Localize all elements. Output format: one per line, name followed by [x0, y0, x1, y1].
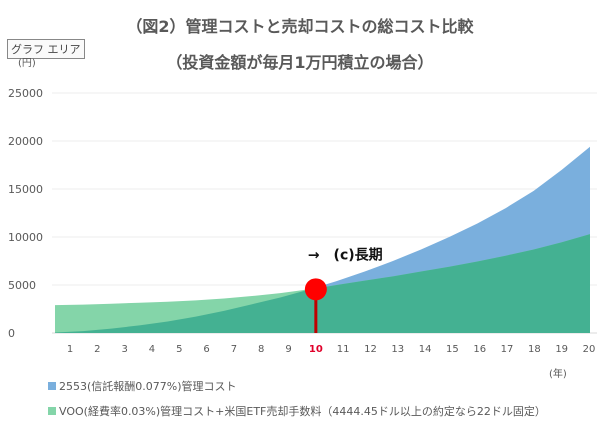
x-tick-label: 9	[285, 344, 291, 355]
x-tick-label: 6	[203, 344, 209, 355]
chart-title: （図2）管理コストと売却コストの総コスト比較	[126, 17, 474, 36]
x-tick-label: 19	[555, 344, 568, 355]
x-tick-label: 4	[149, 344, 155, 355]
x-axis-unit: (年)	[549, 369, 567, 380]
y-tick-label: 20000	[8, 135, 43, 148]
highlight-marker	[304, 278, 327, 301]
x-tick-label: 13	[391, 344, 404, 355]
area-overlap	[55, 234, 590, 333]
legend-label: 2553(信託報酬0.077%)管理コスト	[59, 380, 237, 393]
x-tick-label: 8	[258, 344, 264, 355]
y-tick-label: 5000	[8, 279, 36, 292]
x-tick-label: 7	[231, 344, 237, 355]
x-tick-label: 15	[446, 344, 459, 355]
x-tick-label: 17	[501, 344, 514, 355]
x-tick-label: 5	[176, 344, 182, 355]
chart-area-tooltip: グラフ エリア	[7, 39, 85, 59]
legend-swatch	[48, 407, 56, 415]
x-tick-label: 18	[528, 344, 541, 355]
legend-item-voo: VOO(経費率0.03%)管理コスト+米国ETF売却手数料（4444.45ドル以…	[48, 403, 546, 419]
x-tick-label: 11	[337, 344, 350, 355]
x-tick-label: 14	[419, 344, 432, 355]
y-tick-label: 0	[8, 327, 15, 340]
x-tick-label: 16	[473, 344, 486, 355]
highlight-annotation: → (c)長期	[308, 247, 383, 263]
x-tick-label: 1	[67, 344, 73, 355]
x-tick-label: 3	[121, 344, 127, 355]
legend-label: VOO(経費率0.03%)管理コスト+米国ETF売却手数料（4444.45ドル以…	[59, 405, 546, 418]
x-tick-label: 2	[94, 344, 100, 355]
legend-item-2553: 2553(信託報酬0.077%)管理コスト	[48, 378, 237, 394]
x-tick-label: 20	[583, 344, 596, 355]
y-axis-unit: (円)	[18, 58, 36, 69]
y-tick-label: 10000	[8, 231, 43, 244]
y-tick-label: 25000	[8, 87, 43, 100]
x-tick-label: 10	[309, 344, 323, 355]
legend-swatch	[48, 382, 56, 390]
chart-subtitle: （投資金額が毎月1万円積立の場合）	[166, 53, 434, 72]
y-tick-label: 15000	[8, 183, 43, 196]
x-tick-label: 12	[364, 344, 377, 355]
